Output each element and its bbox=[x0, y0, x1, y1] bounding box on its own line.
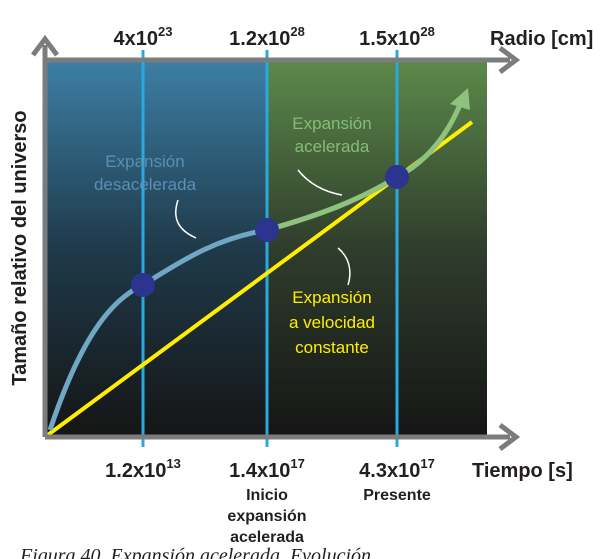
bottom-tick-label: 1.4x1017 bbox=[229, 456, 305, 482]
tick-base: 1.4x10 bbox=[229, 460, 290, 482]
decelerated-region bbox=[45, 60, 267, 437]
epoch-lines bbox=[141, 50, 399, 447]
tick-exponent: 13 bbox=[166, 456, 180, 471]
milestone: expansión bbox=[227, 508, 306, 525]
annotation-arrows bbox=[175, 169, 351, 286]
tick-exponent: 28 bbox=[420, 24, 434, 39]
top-tick-label: 4x1023 bbox=[114, 24, 173, 50]
annotation: acelerada bbox=[295, 137, 370, 156]
annotation: a velocidad bbox=[289, 313, 375, 332]
annotation: constante bbox=[295, 338, 369, 357]
tick-exponent: 17 bbox=[420, 456, 434, 471]
tick-exponent: 17 bbox=[290, 456, 304, 471]
tick-exponent: 28 bbox=[290, 24, 304, 39]
top-tick-label: 1.2x1028 bbox=[229, 24, 305, 50]
tick-base: 4.3x10 bbox=[359, 460, 420, 482]
annotation: Expansión bbox=[292, 114, 371, 133]
curve-arrow bbox=[450, 88, 470, 110]
caption: Figura 40. Expansión acelerada. Evolució… bbox=[19, 545, 371, 559]
axes bbox=[31, 34, 521, 451]
tick-base: 1.2x10 bbox=[229, 28, 290, 50]
top-axis-label: Radio [cm] bbox=[490, 28, 593, 50]
milestone: Presente bbox=[363, 487, 431, 504]
annotations: Expansión desacelerada Expansión acelera… bbox=[94, 114, 375, 357]
top-tick-label: 1.5x1028 bbox=[359, 24, 435, 50]
milestone: Inicio bbox=[246, 487, 288, 504]
bottom-tick-label: 4.3x1017 bbox=[359, 456, 435, 482]
tick-base: 4x10 bbox=[114, 28, 159, 50]
bottom-axis-label: Tiempo [s] bbox=[472, 460, 573, 482]
tick-base: 1.2x10 bbox=[105, 460, 166, 482]
milestones: Inicio expansión acelerada Presente bbox=[227, 487, 430, 546]
annotation: Expansión bbox=[105, 152, 184, 171]
bottom-tick-label: 1.2x1013 bbox=[105, 456, 181, 482]
tick-exponent: 23 bbox=[158, 24, 172, 39]
left-axis-label: Tamaño relativo del universo bbox=[9, 110, 31, 385]
tick-base: 1.5x10 bbox=[359, 28, 420, 50]
milestone: acelerada bbox=[230, 529, 304, 546]
annotation: desacelerada bbox=[94, 175, 197, 194]
annotation: Expansión bbox=[292, 288, 371, 307]
epoch-dots bbox=[131, 165, 409, 297]
